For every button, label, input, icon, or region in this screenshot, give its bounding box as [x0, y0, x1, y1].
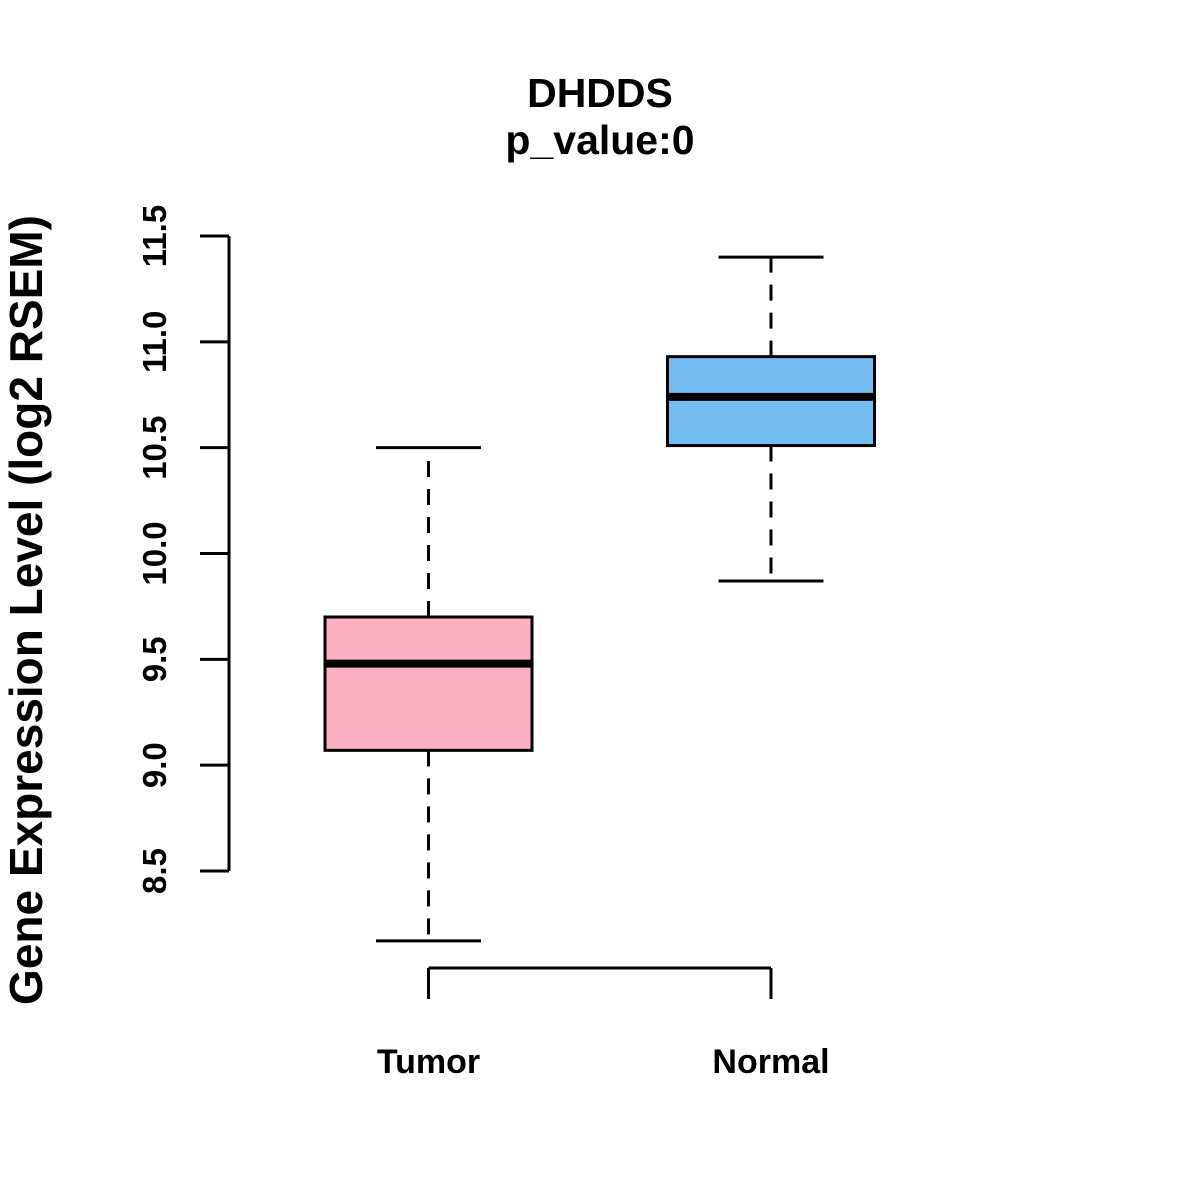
y-tick-label: 8.5: [136, 848, 173, 894]
y-tick-label: 9.5: [136, 636, 173, 682]
x-category-label-tumor: Tumor: [377, 1043, 480, 1081]
y-tick-label: 9.0: [136, 742, 173, 788]
boxplot-normal: [666, 255, 876, 583]
y-tick-label: 10.0: [136, 521, 173, 585]
x-axis: [427, 966, 773, 999]
boxplot-tumor: [323, 446, 534, 943]
y-axis-label: Gene Expression Level (log2 RSEM): [0, 215, 52, 1005]
y-tick-label: 11.5: [136, 205, 173, 267]
y-tick-label: 10.5: [136, 416, 173, 480]
x-category-label-normal: Normal: [712, 1043, 829, 1081]
box-tumor: [323, 615, 534, 752]
box-normal: [666, 355, 876, 448]
chart-title: DHDDS: [527, 70, 673, 116]
chart-subtitle: p_value:0: [505, 117, 694, 163]
boxplot-series: [323, 255, 876, 943]
y-tick-label: 11.0: [136, 311, 173, 373]
y-axis: 8.5 9.0 9.5 10.0 10.5 11.0 11.5: [136, 205, 231, 894]
